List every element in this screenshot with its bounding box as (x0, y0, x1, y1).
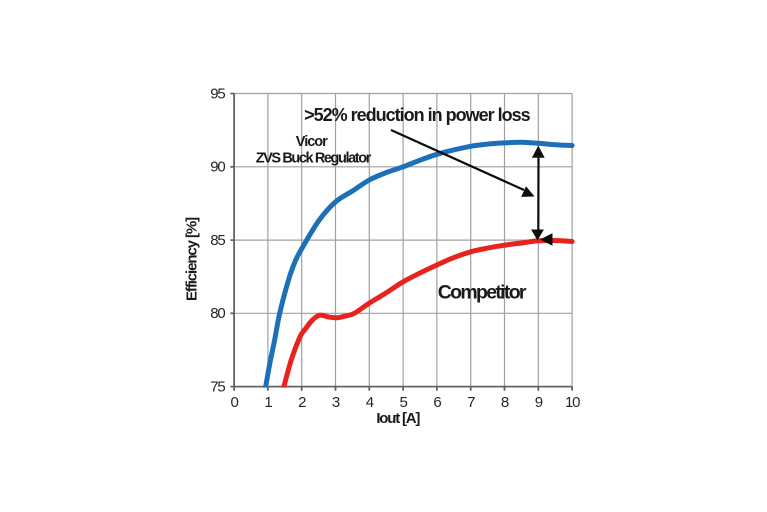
svg-text:8: 8 (501, 394, 509, 411)
svg-text:0: 0 (231, 394, 239, 411)
svg-text:2: 2 (298, 394, 306, 411)
svg-text:85: 85 (210, 232, 225, 249)
svg-text:>52% reduction in power loss: >52% reduction in power loss (304, 105, 531, 125)
svg-text:5: 5 (400, 394, 408, 411)
svg-text:10: 10 (565, 394, 580, 411)
svg-text:Efficiency [%]: Efficiency [%] (184, 217, 201, 301)
svg-text:80: 80 (210, 305, 225, 322)
svg-text:4: 4 (366, 394, 374, 411)
svg-text:90: 90 (210, 159, 225, 176)
svg-text:75: 75 (210, 378, 225, 395)
svg-text:3: 3 (332, 394, 340, 411)
svg-text:9: 9 (535, 394, 543, 411)
svg-text:Iout [A]: Iout [A] (376, 410, 420, 427)
svg-text:Vicor: Vicor (296, 134, 328, 150)
svg-text:1: 1 (264, 394, 272, 411)
svg-text:ZVS Buck Regulator: ZVS Buck Regulator (256, 150, 372, 166)
svg-text:6: 6 (433, 394, 441, 411)
svg-text:95: 95 (210, 85, 225, 102)
svg-text:7: 7 (467, 394, 475, 411)
svg-text:Competitor: Competitor (438, 281, 527, 303)
